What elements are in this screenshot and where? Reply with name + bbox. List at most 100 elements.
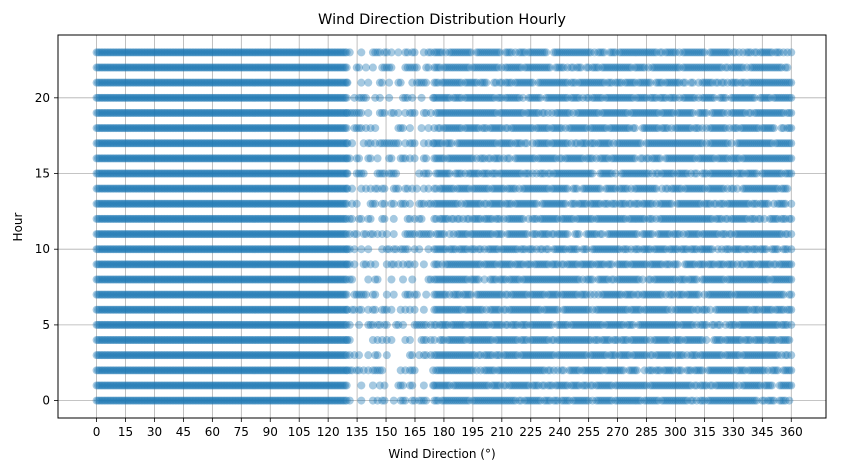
data-point xyxy=(253,396,262,405)
data-point xyxy=(394,381,403,390)
data-point xyxy=(410,396,419,405)
data-point xyxy=(546,396,555,405)
data-point xyxy=(787,305,796,314)
data-point xyxy=(470,396,479,405)
data-point xyxy=(419,396,428,405)
data-point xyxy=(92,396,101,405)
data-point xyxy=(128,396,137,405)
data-point xyxy=(382,320,391,329)
data-point xyxy=(700,396,709,405)
data-point xyxy=(245,381,254,390)
data-point xyxy=(378,396,387,405)
data-point xyxy=(524,381,533,390)
data-point xyxy=(371,199,380,208)
data-point xyxy=(248,396,257,405)
data-point xyxy=(389,199,398,208)
data-point xyxy=(271,381,280,390)
data-point xyxy=(408,351,417,360)
data-point xyxy=(605,381,614,390)
data-point xyxy=(183,381,192,390)
data-point xyxy=(484,381,493,390)
data-point xyxy=(205,396,214,405)
data-point xyxy=(128,381,137,390)
data-point xyxy=(507,381,516,390)
data-point xyxy=(263,396,272,405)
data-point xyxy=(594,381,603,390)
data-point xyxy=(482,396,491,405)
data-point xyxy=(380,396,389,405)
data-point xyxy=(274,381,283,390)
data-point xyxy=(493,396,502,405)
data-point xyxy=(607,381,616,390)
data-point xyxy=(520,381,529,390)
data-point xyxy=(503,396,512,405)
data-point xyxy=(474,381,483,390)
data-point xyxy=(611,396,620,405)
data-point xyxy=(596,381,605,390)
data-point xyxy=(325,396,334,405)
data-point xyxy=(436,381,445,390)
data-point xyxy=(177,381,186,390)
data-point xyxy=(522,381,531,390)
data-point xyxy=(338,396,347,405)
data-point xyxy=(627,396,636,405)
data-point xyxy=(767,396,776,405)
data-point xyxy=(333,381,342,390)
data-point xyxy=(115,396,124,405)
data-point xyxy=(544,381,553,390)
data-point xyxy=(785,336,794,345)
data-point xyxy=(602,396,611,405)
data-point xyxy=(108,396,117,405)
data-point xyxy=(484,396,493,405)
data-point xyxy=(408,275,417,284)
data-point xyxy=(432,381,441,390)
data-point xyxy=(511,381,520,390)
data-point xyxy=(621,381,630,390)
data-point xyxy=(341,381,350,390)
data-point xyxy=(331,396,340,405)
data-point xyxy=(723,396,732,405)
data-point xyxy=(538,381,547,390)
data-point xyxy=(138,381,147,390)
data-point xyxy=(394,184,403,193)
data-point xyxy=(348,275,357,284)
data-point xyxy=(671,396,680,405)
data-point xyxy=(787,275,796,284)
data-point xyxy=(528,396,537,405)
data-point xyxy=(129,396,138,405)
data-point xyxy=(324,396,333,405)
data-point xyxy=(472,396,481,405)
data-point xyxy=(160,396,169,405)
data-point xyxy=(623,396,632,405)
data-point xyxy=(251,381,260,390)
data-point xyxy=(429,381,438,390)
data-point xyxy=(330,396,339,405)
data-point xyxy=(640,396,649,405)
data-point xyxy=(250,396,259,405)
data-point xyxy=(373,275,382,284)
data-point xyxy=(209,381,218,390)
data-point xyxy=(162,381,171,390)
data-point xyxy=(276,381,285,390)
data-point xyxy=(451,396,460,405)
data-point xyxy=(447,396,456,405)
data-point xyxy=(145,381,154,390)
data-point xyxy=(472,381,481,390)
data-point xyxy=(236,381,245,390)
data-point xyxy=(330,381,339,390)
data-point xyxy=(311,381,320,390)
data-point xyxy=(246,396,255,405)
data-point xyxy=(316,381,325,390)
data-point xyxy=(495,381,504,390)
data-point xyxy=(501,396,510,405)
data-point xyxy=(179,396,188,405)
data-point xyxy=(575,381,584,390)
data-point xyxy=(219,381,228,390)
data-point xyxy=(530,381,539,390)
data-point xyxy=(787,366,796,375)
data-point xyxy=(401,396,410,405)
data-point xyxy=(95,381,104,390)
data-point xyxy=(357,214,366,223)
data-point xyxy=(355,351,364,360)
data-point xyxy=(540,396,549,405)
